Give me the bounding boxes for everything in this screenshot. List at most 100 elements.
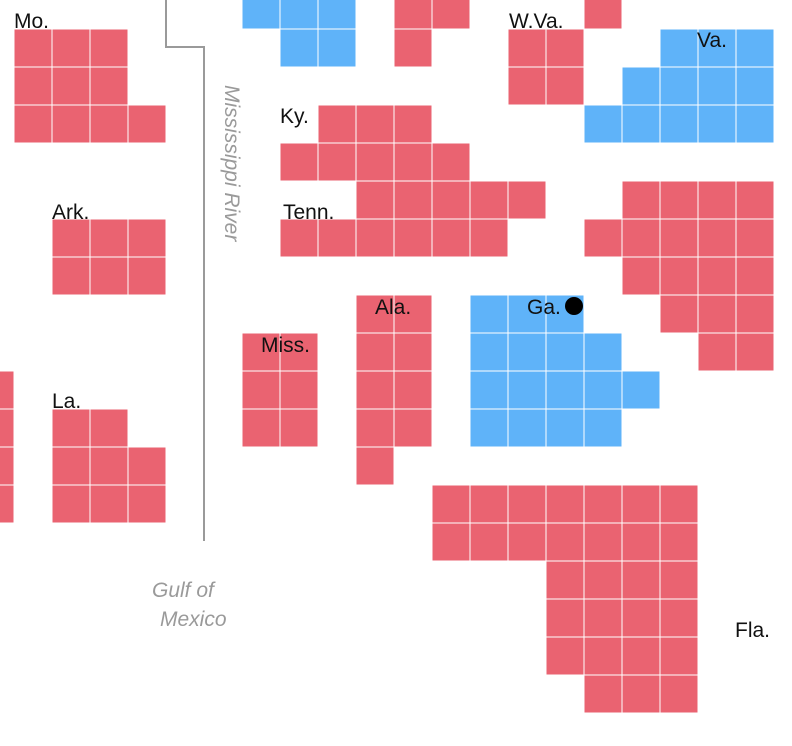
tile-la <box>127 484 167 524</box>
tile-ky <box>431 142 471 182</box>
tile-ga <box>469 294 509 334</box>
tile-partial-state <box>735 332 775 372</box>
state-label-mo: Mo. <box>14 10 49 33</box>
tile-ga <box>469 370 509 410</box>
tile-wva <box>545 28 585 68</box>
tile-fla <box>583 598 623 638</box>
tile-ky <box>317 142 357 182</box>
tile-partial-state <box>697 180 737 220</box>
tile-partial-state <box>621 256 661 296</box>
tile-la <box>0 370 15 410</box>
tile-partial-state <box>431 0 471 30</box>
tile-partial-state <box>735 294 775 334</box>
tile-mo <box>13 66 53 106</box>
tile-tenn <box>279 218 319 258</box>
tile-mo <box>51 104 91 144</box>
tile-tenn <box>507 180 547 220</box>
tile-mo <box>127 104 167 144</box>
tile-fla <box>621 560 661 600</box>
tile-miss <box>279 332 319 372</box>
tile-va <box>697 66 737 106</box>
tile-tenn <box>393 218 433 258</box>
tile-ga <box>583 332 623 372</box>
tile-partial-state <box>583 218 623 258</box>
tile-miss <box>241 408 281 448</box>
tile-partial-state <box>659 218 699 258</box>
state-label-miss: Miss. <box>261 334 310 357</box>
tile-partial-state <box>697 256 737 296</box>
tile-ala <box>393 408 433 448</box>
tile-la <box>0 408 15 448</box>
tile-wva <box>545 66 585 106</box>
tile-partial-state <box>621 218 661 258</box>
tile-va <box>621 104 661 144</box>
tile-partial-state <box>317 0 357 30</box>
tile-ala <box>393 370 433 410</box>
tile-partial-state <box>621 180 661 220</box>
tile-ala <box>393 294 433 334</box>
tile-ga <box>469 332 509 372</box>
state-label-ark: Ark. <box>52 201 89 224</box>
tile-fla <box>621 636 661 676</box>
tile-fla <box>621 598 661 638</box>
tile-fla <box>659 560 699 600</box>
tile-fla <box>545 636 585 676</box>
tile-ga <box>507 332 547 372</box>
tile-fla <box>583 636 623 676</box>
tile-la <box>89 484 129 524</box>
tile-partial-state <box>735 218 775 258</box>
state-label-wva: W.Va. <box>509 10 563 33</box>
tile-la <box>0 446 15 486</box>
tile-ga <box>621 370 661 410</box>
tile-va <box>735 28 775 68</box>
tile-grid <box>0 0 775 714</box>
tile-partial-state <box>659 294 699 334</box>
tile-fla <box>469 522 509 562</box>
tile-mo <box>51 28 91 68</box>
tile-tenn <box>431 218 471 258</box>
tile-ark <box>89 218 129 258</box>
tile-ga <box>545 408 585 448</box>
tile-mo <box>51 66 91 106</box>
tile-fla <box>507 522 547 562</box>
tile-va <box>735 104 775 144</box>
tile-ky <box>355 104 395 144</box>
tile-fla <box>621 484 661 524</box>
state-label-va: Va. <box>697 29 727 52</box>
tile-tenn <box>393 180 433 220</box>
tile-ala <box>393 332 433 372</box>
state-label-ala: Ala. <box>375 296 411 319</box>
tile-fla <box>583 560 623 600</box>
state-label-tenn: Tenn. <box>283 201 334 224</box>
tile-tenn <box>431 180 471 220</box>
tile-fla <box>659 636 699 676</box>
tile-la <box>51 446 91 486</box>
tile-la <box>127 446 167 486</box>
tile-ala <box>355 408 395 448</box>
tile-va <box>583 104 623 144</box>
tile-ark <box>89 256 129 296</box>
tile-fla <box>545 598 585 638</box>
tile-ga <box>507 370 547 410</box>
tile-ga <box>545 332 585 372</box>
georgia-marker-dot <box>565 297 583 315</box>
state-label-fla: Fla. <box>735 619 770 642</box>
tile-fla <box>545 484 585 524</box>
tile-fla <box>621 674 661 714</box>
tile-partial-state <box>393 0 433 30</box>
tile-tenn <box>317 218 357 258</box>
tile-fla <box>583 522 623 562</box>
tile-fla <box>469 484 509 524</box>
tile-mo <box>89 104 129 144</box>
tile-partial-state <box>697 332 737 372</box>
tile-partial-state <box>659 256 699 296</box>
tile-partial-state <box>241 0 281 30</box>
tile-fla <box>545 560 585 600</box>
tile-fla <box>431 484 471 524</box>
tile-ark <box>127 218 167 258</box>
tile-fla <box>583 484 623 524</box>
tile-ga <box>507 408 547 448</box>
tile-wva <box>583 0 623 30</box>
tile-ark <box>127 256 167 296</box>
tile-va <box>621 66 661 106</box>
